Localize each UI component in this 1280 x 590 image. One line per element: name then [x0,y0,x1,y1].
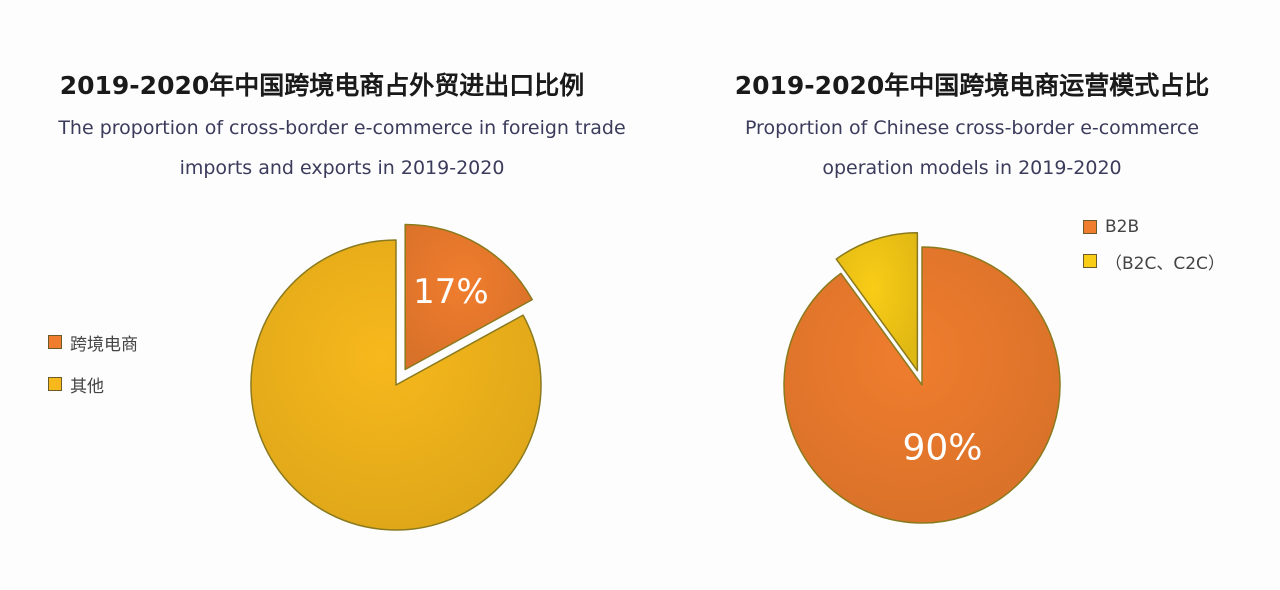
legend-item-other: 其他 [48,373,138,397]
legend-label: B2B [1105,217,1140,237]
chart-subtitle: The proportion of cross-border e-commerc… [12,108,672,188]
models-slice-1 [835,231,919,372]
models-data-label-0: 90% [902,427,982,468]
legend-item-cross-border: 跨境电商 [48,331,138,355]
models-slice-0 [783,246,1061,524]
chart-title: 2019-2020年中国跨境电商占外贸进出口比例 [59,71,585,100]
chart-subtitle-line: operation models in 2019-2020 [822,157,1122,179]
trade-data-label-0: 17% [413,272,489,312]
chart-subtitle-line: Proportion of Chinese cross-border e-com… [744,117,1200,139]
legend-item-b2b: B2B [1083,216,1225,238]
legend-swatch [1083,220,1097,234]
chart-legend: B2B （B2C、C2C） [1083,216,1225,284]
legend-swatch [48,377,62,391]
legend-label: 跨境电商 [70,334,138,355]
trade-slice-0 [404,223,533,371]
trade-slice-1 [250,239,542,531]
chart-title: 2019-2020年中国跨境电商运营模式占比 [734,71,1210,100]
legend-swatch [48,335,62,349]
legend-label: （B2C、C2C） [1105,253,1225,274]
pie-chart-trade-share: 17% [250,223,542,531]
chart-legend: 跨境电商 其他 [48,331,138,415]
chart-subtitle-line: imports and exports in 2019-2020 [179,157,505,179]
chart-panel-trade-share: 2019-2020年中国跨境电商占外贸进出口比例 The proportion … [48,71,626,531]
chart-subtitle-line: The proportion of cross-border e-commerc… [58,117,626,139]
legend-label: 其他 [70,376,104,397]
chart-subtitle: Proportion of Chinese cross-border e-com… [682,108,1262,188]
chart-panel-operation-models: 2019-2020年中国跨境电商运营模式占比 Proportion of Chi… [660,0,1280,590]
legend-item-b2c-c2c: （B2C、C2C） [1083,250,1225,274]
pie-chart-operation-models: 90% [783,231,1061,524]
legend-swatch [1083,254,1097,268]
